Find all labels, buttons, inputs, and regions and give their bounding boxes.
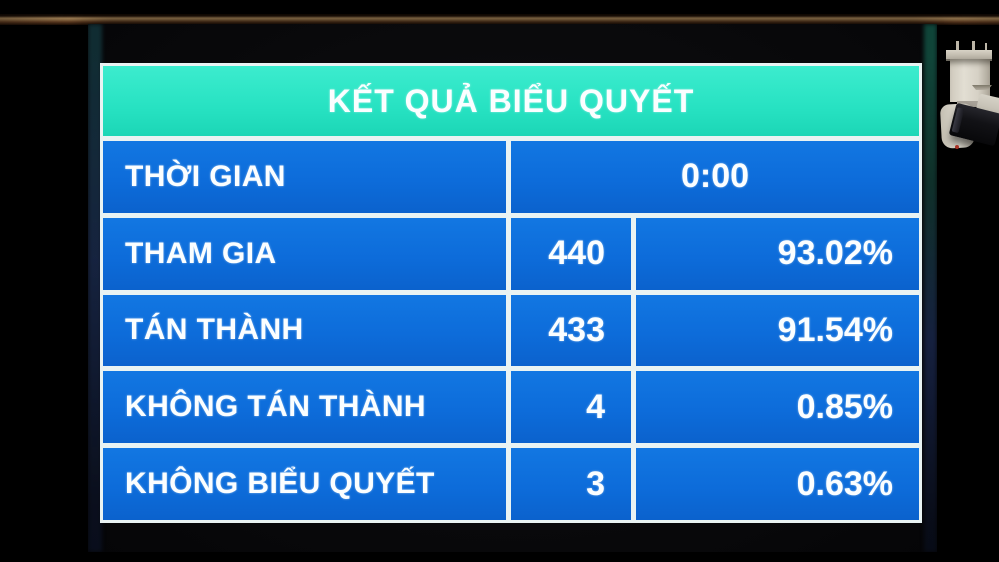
row-count-tan-thanh: 433 xyxy=(511,294,631,367)
camera-mount-pin xyxy=(972,41,975,51)
camera-mount-pin xyxy=(985,43,987,51)
time-row-label: THỜI GIAN xyxy=(103,141,506,213)
row-count-khong-tan-thanh: 4 xyxy=(511,371,631,444)
camera-mount-pin xyxy=(956,41,959,51)
screen-glow-left xyxy=(88,24,102,552)
row-label-khong-bieu-quyet: KHÔNG BIỂU QUYẾT xyxy=(103,448,506,520)
time-row-value: 0:00 xyxy=(511,141,919,213)
screen-glow-right xyxy=(924,24,937,552)
vote-results-board: KẾT QUẢ BIỂU QUYẾT THỜI GIAN 0:00 THAM G… xyxy=(100,63,922,523)
row-percent-tan-thanh: 91.54% xyxy=(636,294,919,367)
row-percent-khong-bieu-quyet: 0.63% xyxy=(636,448,919,520)
wall-rail xyxy=(0,14,999,25)
camera-lens-ring xyxy=(951,107,965,134)
row-percent-tham-gia: 93.02% xyxy=(636,217,919,290)
row-count-tham-gia: 440 xyxy=(511,217,631,290)
row-label-khong-tan-thanh: KHÔNG TÁN THÀNH xyxy=(103,371,506,444)
security-camera xyxy=(938,38,999,154)
board-title: KẾT QUẢ BIỂU QUYẾT xyxy=(103,66,919,136)
camera-neck xyxy=(957,101,983,107)
wall-sill xyxy=(80,551,932,558)
camera-mount-vent xyxy=(972,85,992,90)
row-label-tan-thanh: TÁN THÀNH xyxy=(103,294,506,367)
row-count-khong-bieu-quyet: 3 xyxy=(511,448,631,520)
display-screen: KẾT QUẢ BIỂU QUYẾT THỜI GIAN 0:00 THAM G… xyxy=(88,24,937,552)
row-label-tham-gia: THAM GIA xyxy=(103,217,506,290)
camera-indicator-dot xyxy=(955,145,959,149)
row-percent-khong-tan-thanh: 0.85% xyxy=(636,371,919,444)
